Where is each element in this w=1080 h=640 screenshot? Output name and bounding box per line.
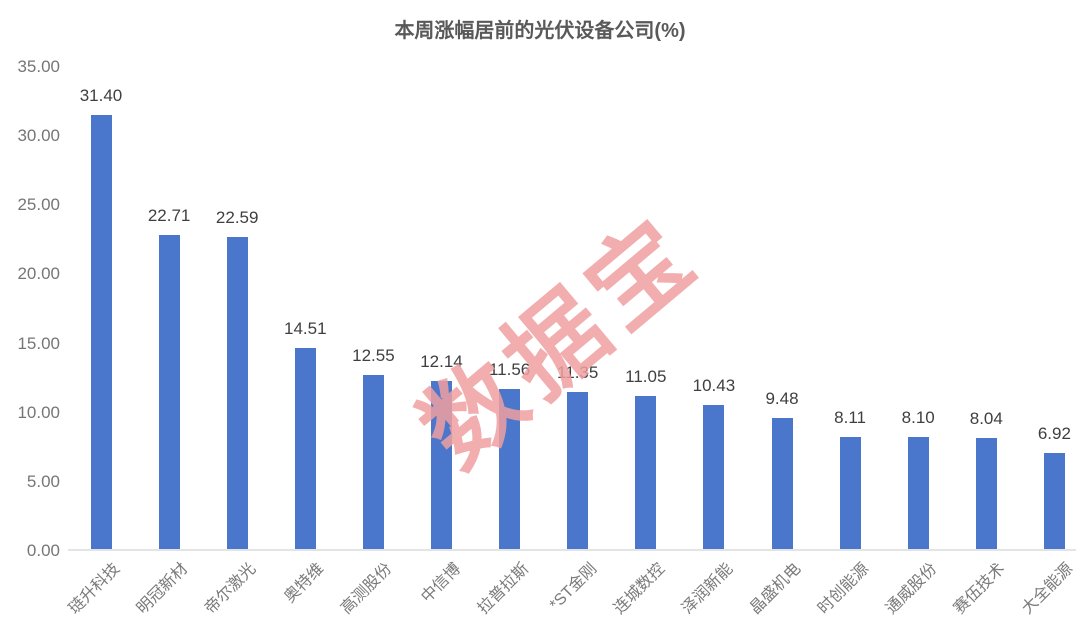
bar-大全能源 — [1043, 453, 1065, 549]
bar-通威股份 — [907, 437, 929, 549]
bar-拉普拉斯 — [499, 389, 521, 549]
y-axis-tick-label: 25.00 — [17, 195, 60, 215]
x-axis: 琏升科技 明冠新材 帝尔激光 奥特维 高测股份 中信博 拉普拉斯 *ST金刚 连城数控 泽润新能晶… — [0, 556, 1080, 640]
value-label: 8.10 — [901, 408, 935, 427]
value-label: 11.05 — [625, 367, 667, 387]
y-axis-tick-label: 10.00 — [17, 402, 60, 422]
plot-area: 31.40 22.71 22.59 14.51 12.55 12.14 11.56 11.35… — [68, 67, 1076, 551]
bar-琏升科技 — [90, 114, 112, 549]
value-label: 8.04 — [969, 408, 1003, 428]
bar-连城数控 — [635, 396, 657, 549]
bar-高测股份 — [362, 375, 384, 549]
value-label: 6.92 — [1037, 424, 1071, 444]
bar-奥特维 — [294, 348, 316, 549]
value-label: 22.71 — [147, 205, 191, 225]
value-label: 8.11 — [834, 407, 866, 427]
value-label: 11.35 — [557, 363, 599, 383]
value-label: 14.51 — [284, 319, 327, 339]
y-axis-tick-label: 5.00 — [26, 471, 60, 491]
value-label: 10.43 — [692, 375, 736, 395]
bar-*ST金刚 — [567, 392, 589, 549]
value-label: 31.40 — [79, 85, 123, 105]
y-axis-tick-label: 30.00 — [17, 126, 60, 146]
bar-时创能源 — [839, 436, 861, 549]
bar-帝尔激光 — [226, 236, 248, 549]
value-label: 22.59 — [215, 207, 259, 227]
y-axis-tick-label: 0.00 — [26, 541, 60, 560]
value-label: 12.14 — [420, 352, 463, 372]
bar-泽润新能 — [703, 404, 725, 549]
chart-title: 本周涨幅居前的光伏设备公司(%) — [394, 20, 686, 42]
y-axis-tick-label: 35.00 — [17, 57, 60, 76]
bar-晶盛机电 — [771, 417, 793, 549]
value-label: 12.55 — [352, 346, 395, 366]
value-label: 11.56 — [488, 360, 531, 380]
y-axis-tick-label: 20.00 — [17, 264, 60, 284]
value-label: 9.48 — [765, 388, 799, 408]
bar-明冠新材 — [158, 234, 180, 549]
bar-赛伍技术 — [975, 437, 997, 549]
bar-中信博 — [431, 381, 452, 549]
y-axis-tick-label: 15.00 — [17, 333, 60, 353]
